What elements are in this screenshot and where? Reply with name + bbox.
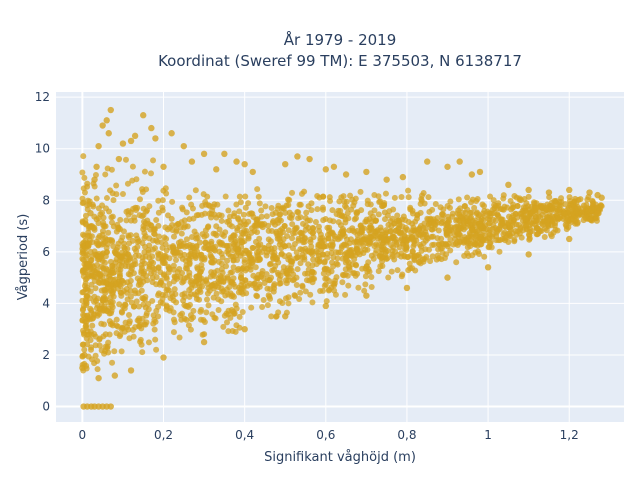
scatter-point [586,189,593,196]
scatter-point [598,194,605,201]
scatter-point [399,173,407,181]
scatter-point [111,372,119,379]
scatter-point [160,163,167,170]
scatter-point [188,158,196,165]
scatter-point [476,168,484,176]
scatter-point [403,284,411,292]
scatter-point [221,150,228,158]
scatter-point [594,209,601,217]
scatter-point [444,274,451,281]
scatter-point [484,264,492,271]
tick-labels: 0 0,2 0,4 0,6 0,8 1 1,2 0 2 4 6 8 10 12 [35,90,579,442]
scatter-point [103,117,110,124]
x-axis-title: Signifikant våghöjd (m) [264,450,416,465]
scatter-point [200,150,208,158]
scatter-point [505,181,512,189]
x-tick-label: 1,2 [560,428,579,442]
scatter-point [127,137,135,145]
scatter-point [127,367,135,374]
x-tick-label: 0 [79,428,87,442]
scatter-point [330,163,338,170]
scatter-point [95,142,102,150]
scatter-point [119,140,127,147]
scatter-point [233,158,240,165]
y-tick-label: 0 [42,400,50,414]
scatter-point [83,318,90,325]
scatter-point [468,171,476,178]
scatter-point [282,313,289,320]
scatter-point [91,176,98,183]
y-tick-label: 4 [42,296,50,310]
scatter-point [249,168,256,176]
scatter-point [115,155,123,163]
scatter-point [213,166,220,173]
scatter-point [168,130,175,137]
scatter-point [180,142,187,150]
scatter-point [160,354,167,361]
x-tick-label: 0,2 [154,428,173,442]
scatter-point [545,189,553,196]
scatter-point [566,186,573,194]
scatter-point [79,364,86,372]
point-cloud-fill [79,153,605,374]
x-tick-label: 1 [484,428,492,442]
scatter-point [131,132,139,140]
y-tick-label: 6 [42,245,50,259]
scatter-point [200,338,208,346]
y-tick-label: 10 [35,142,50,156]
x-tick-label: 0,8 [397,428,416,442]
scatter-point [566,235,573,243]
scatter-point [241,160,248,168]
scatter-point [152,135,159,142]
x-tick-label: 0,4 [235,428,254,442]
scatter-point [105,130,112,137]
scatter-point [241,325,248,333]
scatter-point [383,176,390,183]
y-tick-label: 12 [35,90,50,104]
scatter-point [424,158,431,165]
scatter-points [79,106,605,410]
scatter-point [363,292,370,299]
scatter-point [282,160,289,168]
scatter-point [84,284,91,292]
y-tick-label: 2 [42,348,50,362]
y-axis-title: Vågperiod (s) [16,214,31,301]
y-tick-label: 8 [42,193,50,207]
scatter-point [107,403,114,410]
scatter-point [95,374,102,382]
scatter-point [107,106,114,114]
chart-title-line-2: Koordinat (Sweref 99 TM): E 375503, N 61… [158,52,522,70]
chart-title-line-1: År 1979 - 2019 [284,30,397,49]
scatter-point [322,302,329,310]
scatter-point [85,240,92,248]
x-tick-label: 0,6 [316,428,335,442]
scatter-point [456,158,463,165]
scatter-point [99,122,106,129]
scatter-point [306,155,313,163]
scatter-point [148,124,155,132]
scatter-point [294,153,301,160]
scatter-point [87,209,94,217]
scatter-point [140,112,147,119]
scatter-point [322,166,329,173]
scatter-point [81,351,88,359]
scatter-point [342,171,350,178]
scatter-point [525,186,532,194]
scatter-point [93,163,100,170]
scatter-point [444,163,451,170]
scatter-point [525,251,532,258]
scatter-point [363,168,370,176]
